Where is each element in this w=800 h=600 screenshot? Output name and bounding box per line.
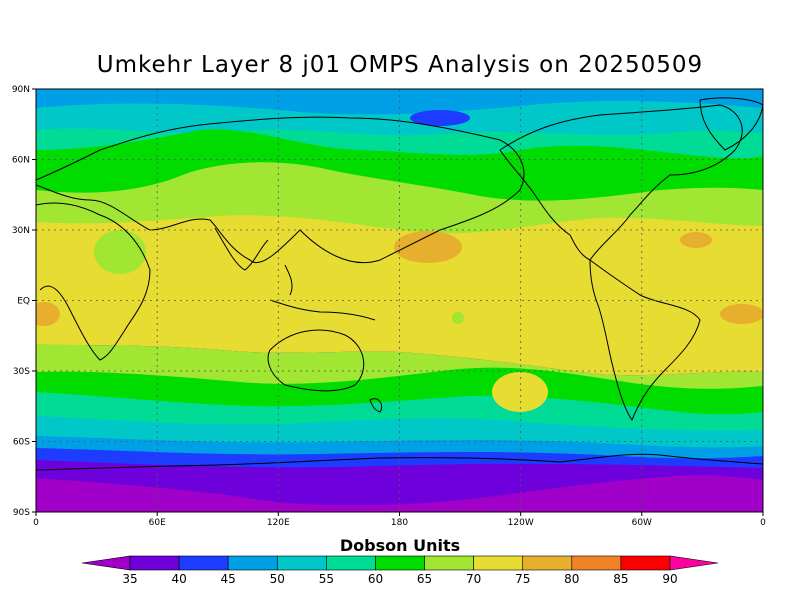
lat-label: EQ — [17, 297, 30, 307]
colorbar-segment — [276, 555, 327, 571]
colorbar-tick-label: 70 — [466, 572, 481, 586]
colorbar-segment — [227, 555, 278, 571]
colorbar-tick-label: 80 — [564, 572, 579, 586]
lat-label: 30S — [13, 367, 30, 377]
band-70-75-tropics — [36, 215, 763, 376]
colorbar-segment — [620, 555, 671, 571]
colorbar-segment — [473, 555, 524, 571]
map-title: Umkehr Layer 8 j01 OMPS Analysis on 2025… — [96, 52, 704, 78]
lon-label: 120W — [508, 518, 534, 528]
caribbean-maximum — [680, 232, 712, 248]
colorbar-tick-label: 35 — [122, 572, 137, 586]
colorbar-segment — [424, 555, 474, 571]
east-atlantic-maximum — [720, 304, 763, 324]
lat-labels: 90N 60N 30N EQ 30S 60S 90S — [12, 85, 30, 518]
lon-label: 0 — [760, 518, 766, 528]
colorbar-segment — [129, 555, 180, 571]
north-pacific-maximum — [394, 231, 462, 263]
colorbar-segment — [669, 555, 719, 571]
lat-label: 60N — [12, 156, 30, 166]
lon-labels: 0 60E 120E 180 120W 60W 0 — [33, 518, 766, 528]
colorbar-segment — [571, 555, 622, 571]
south-pacific-tongue — [492, 372, 548, 412]
colorbar-segment — [178, 555, 229, 571]
lon-label: 120E — [267, 518, 290, 528]
lon-label: 60E — [149, 518, 166, 528]
colorbar-segment — [375, 555, 425, 571]
colorbar-segment — [81, 555, 131, 571]
indian-ocean-tongue — [94, 230, 146, 274]
colorbar-title: Dobson Units — [339, 536, 461, 555]
colorbar-segment — [326, 555, 376, 571]
colorbar-tick-label: 75 — [515, 572, 530, 586]
colorbar-tick-label: 40 — [171, 572, 186, 586]
colorbar-tick-label: 55 — [319, 572, 334, 586]
colorbar: 35 40 45 50 55 60 65 70 75 80 85 90 — [81, 555, 719, 586]
colorbar-tick-label: 90 — [662, 572, 677, 586]
pacific-low-spot — [452, 312, 464, 324]
axis-ticks — [32, 88, 764, 516]
lat-label: 60S — [13, 438, 30, 448]
colorbar-tick-label: 65 — [417, 572, 432, 586]
band-below-35-south — [36, 475, 763, 512]
colorbar-tick-label: 45 — [221, 572, 236, 586]
colorbar-tick-label: 50 — [270, 572, 285, 586]
colorbar-tick-label: 85 — [613, 572, 628, 586]
lon-label: 180 — [391, 518, 408, 528]
lat-label: 90S — [13, 508, 30, 518]
coastlines — [36, 97, 763, 471]
lat-label: 30N — [12, 226, 30, 236]
lat-label: 90N — [12, 85, 30, 95]
colorbar-segment — [522, 555, 573, 571]
lon-label: 0 — [33, 518, 39, 528]
graticule — [36, 89, 763, 512]
west-africa-maximum — [36, 302, 60, 326]
colorbar-tick-label: 60 — [368, 572, 383, 586]
lon-label: 60W — [632, 518, 652, 528]
arctic-minimum — [410, 110, 470, 126]
